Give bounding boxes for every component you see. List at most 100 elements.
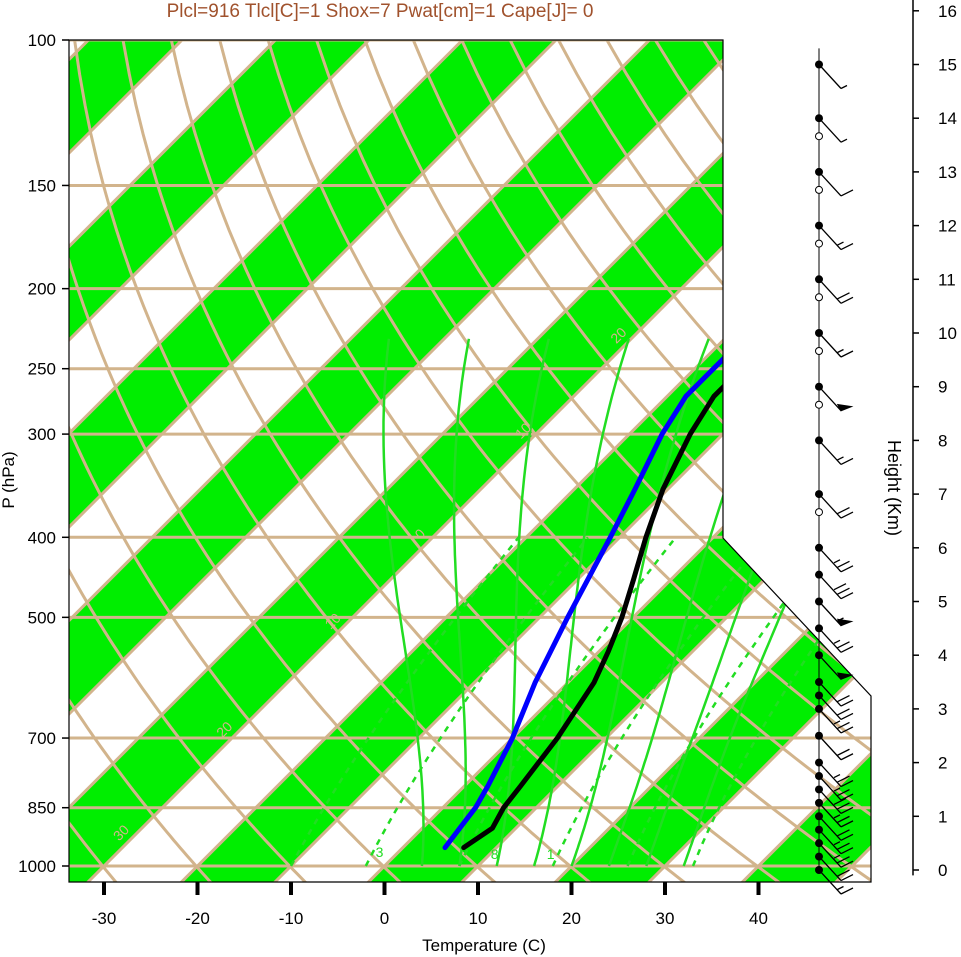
isotherm-label: 30 <box>726 205 748 227</box>
height-tick-label: 9 <box>938 378 947 397</box>
wind-barb <box>818 278 854 304</box>
wind-barb <box>818 332 854 358</box>
wind-level-open-marker <box>815 347 823 355</box>
isotherm-line <box>69 40 464 882</box>
wind-level-open-marker <box>815 132 823 141</box>
temperature-tick-label: -30 <box>92 909 117 928</box>
moist-adiabat-line <box>495 338 551 867</box>
wind-barb <box>818 439 854 465</box>
wind-barb <box>818 869 854 895</box>
pressure-tick-label: 300 <box>28 425 56 444</box>
wind-level-open-marker <box>815 239 823 248</box>
moist-adiabat-line <box>382 338 425 867</box>
isotherm-line <box>646 40 871 882</box>
wind-barb <box>818 225 854 251</box>
pressure-tick-label: 850 <box>28 799 56 818</box>
temperature-tick-label: 40 <box>749 909 768 928</box>
mixing-ratio-line <box>289 536 520 867</box>
wind-barb <box>818 627 854 653</box>
wind-barb <box>818 708 854 734</box>
moist-adiabat-line <box>452 338 471 867</box>
dry-adiabat-label: 50 <box>884 37 905 58</box>
dry-adiabat-line <box>315 40 871 882</box>
wind-barb <box>818 654 854 681</box>
isotherm-line <box>69 40 651 882</box>
height-tick-label: 15 <box>938 56 957 75</box>
height-tick-label: 11 <box>938 270 956 289</box>
isotherm-line <box>552 40 871 882</box>
isotherm-line <box>178 40 871 882</box>
height-tick-label: 10 <box>938 324 957 343</box>
dry-adiabat-line <box>218 40 871 882</box>
height-tick-label: 0 <box>938 861 947 880</box>
dry-adiabat-line <box>121 40 687 882</box>
isotherm-line <box>69 40 558 882</box>
wind-barb <box>818 681 854 707</box>
wind-barb <box>818 171 854 197</box>
dry-adiabat-line <box>750 40 871 882</box>
height-tick-label: 3 <box>938 700 947 719</box>
mixing-ratio-line <box>691 536 871 867</box>
wind-barb <box>818 815 854 841</box>
height-tick-label: 1 <box>938 807 947 826</box>
wind-barb <box>818 64 848 90</box>
pressure-tick-label: 700 <box>28 729 56 748</box>
stability-band <box>69 40 556 882</box>
mixing-ratio-line <box>458 536 677 867</box>
height-tick-label: 5 <box>938 593 947 612</box>
pressure-axis: 100 150 200 250 300 400 500 700 850 1000 <box>18 31 69 876</box>
wind-barb <box>818 493 854 519</box>
y-axis-label: P (hPa) <box>0 451 18 508</box>
isotherm-line <box>459 40 871 882</box>
stability-bands <box>69 40 871 882</box>
isotherm-line <box>69 40 745 882</box>
wind-barb <box>818 601 854 627</box>
isotherm-label: 40 <box>841 91 863 113</box>
height-tick-label: 16 <box>938 2 957 21</box>
dry-adiabat-line <box>799 40 871 882</box>
height-tick-label: 6 <box>938 539 947 558</box>
height-tick-label: 2 <box>938 754 947 773</box>
wind-barb <box>818 829 854 855</box>
wind-barb <box>818 695 854 721</box>
wind-level-open-marker <box>815 293 823 302</box>
wind-barb <box>818 762 854 788</box>
mixing-ratio-line <box>626 536 834 867</box>
isotherm-line <box>69 40 277 882</box>
dry-adiabat-line <box>69 40 403 882</box>
height-tick-label: 4 <box>938 646 947 665</box>
dry-adiabat-line <box>69 40 498 882</box>
temperature-tick-label: -10 <box>279 909 304 928</box>
height-axis-label: Height (Km) <box>884 440 904 536</box>
dry-adiabat-line <box>266 40 871 882</box>
pressure-tick-label: 150 <box>28 176 56 195</box>
temperature-tick-label: 10 <box>469 909 488 928</box>
plot-frame <box>68 39 872 883</box>
wind-barb-column <box>815 48 854 895</box>
pressure-tick-label: 1000 <box>18 857 56 876</box>
mixing-ratio-lines <box>289 536 871 867</box>
stability-band <box>69 40 369 882</box>
isotherm-line <box>69 40 371 882</box>
wind-level-open-marker <box>815 185 823 194</box>
mixing-ratio-label: 1 <box>547 846 555 862</box>
height-tick-label: 8 <box>938 431 947 450</box>
wind-level-open-marker <box>815 508 823 517</box>
wind-barb <box>818 856 854 882</box>
temperature-tick-label: -20 <box>185 909 210 928</box>
pressure-tick-label: 500 <box>28 608 56 627</box>
dry-adiabat-line <box>411 40 871 882</box>
height-tick-label: 13 <box>938 163 957 182</box>
dry-adiabat-line <box>169 40 782 882</box>
pressure-tick-label: 100 <box>28 31 56 50</box>
pressure-tick-label: 400 <box>28 528 56 547</box>
wind-barb <box>818 547 854 573</box>
dry-adiabat-lines <box>69 40 871 882</box>
pressure-tick-label: 200 <box>28 280 56 299</box>
dry-adiabat-line <box>69 40 119 882</box>
x-axis-label: Temperature (C) <box>422 936 546 955</box>
mixing-ratio-line <box>551 536 765 867</box>
temperature-tick-label: 30 <box>656 909 675 928</box>
wind-barb <box>818 117 848 143</box>
